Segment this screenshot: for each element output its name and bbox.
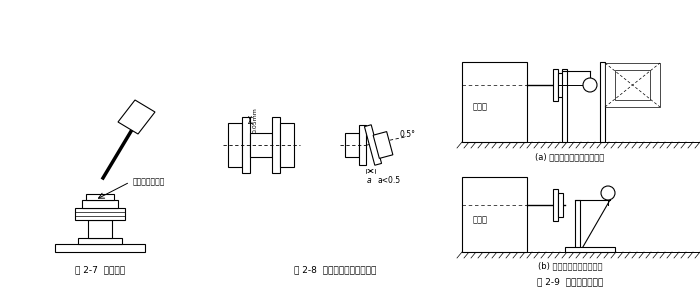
Bar bbox=[82, 200, 118, 208]
Bar bbox=[565, 247, 615, 252]
Polygon shape bbox=[118, 100, 155, 134]
Bar bbox=[86, 194, 114, 200]
Bar bbox=[359, 125, 366, 165]
Text: (a) 用百分表检查联轴器端面: (a) 用百分表检查联轴器端面 bbox=[536, 152, 605, 161]
Bar bbox=[558, 193, 563, 217]
Text: 0.05mm: 0.05mm bbox=[253, 107, 258, 133]
Bar bbox=[250, 133, 272, 157]
Text: 图 2-8  联轴器之间的安装精度: 图 2-8 联轴器之间的安装精度 bbox=[294, 266, 376, 274]
Text: 图 2-7  注意事项: 图 2-7 注意事项 bbox=[75, 266, 125, 274]
Bar bbox=[575, 200, 580, 252]
Text: 0.5°: 0.5° bbox=[400, 130, 416, 139]
Bar bbox=[272, 117, 280, 173]
Bar bbox=[345, 133, 359, 157]
Bar bbox=[615, 70, 650, 100]
Bar bbox=[553, 69, 558, 101]
Text: a: a bbox=[367, 176, 371, 185]
Bar bbox=[78, 238, 122, 244]
Bar bbox=[75, 208, 125, 220]
Text: 原动机: 原动机 bbox=[473, 215, 487, 224]
Polygon shape bbox=[365, 125, 382, 165]
Bar bbox=[558, 73, 563, 97]
Bar bbox=[228, 123, 242, 167]
Bar bbox=[600, 62, 605, 142]
Text: a<0.5: a<0.5 bbox=[377, 176, 400, 185]
Text: (b) 用百分表检查支座端面: (b) 用百分表检查支座端面 bbox=[538, 262, 602, 271]
Bar bbox=[280, 123, 294, 167]
Bar bbox=[562, 69, 567, 142]
Bar bbox=[462, 62, 527, 142]
Bar bbox=[55, 244, 145, 252]
Bar bbox=[462, 177, 527, 252]
Bar bbox=[242, 117, 250, 173]
Circle shape bbox=[601, 186, 615, 200]
Circle shape bbox=[583, 78, 597, 92]
Polygon shape bbox=[373, 132, 393, 158]
Bar bbox=[88, 220, 112, 238]
Text: 原动机: 原动机 bbox=[473, 103, 487, 112]
Text: 图 2-9  安装精度的检查: 图 2-9 安装精度的检查 bbox=[537, 278, 603, 286]
Text: 此处应垫一铜棒: 此处应垫一铜棒 bbox=[133, 178, 165, 187]
Bar bbox=[553, 189, 558, 221]
Bar bbox=[605, 63, 660, 107]
